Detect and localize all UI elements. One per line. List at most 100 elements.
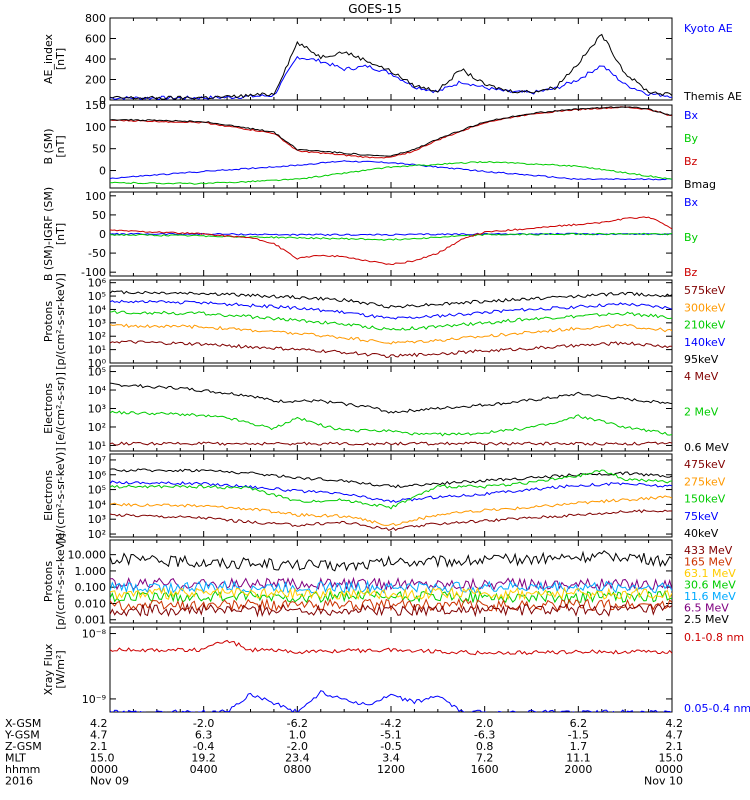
legend-entry: Bx [684, 109, 699, 122]
x-axis-value: -6.3 [474, 729, 495, 742]
x-axis-value: Nov 10 [644, 775, 683, 788]
y-tick-label: 10² [88, 421, 106, 434]
series-line-protons_mev-5 [110, 597, 672, 613]
series-line-protons_mev-6 [110, 603, 672, 618]
y-axis-label: [nT] [54, 48, 67, 70]
x-axis-value: 15.0 [90, 752, 115, 765]
legend-entry: 433 MeV [684, 544, 733, 557]
series-line-protons_mev-4 [110, 586, 672, 601]
x-axis-value: 15.0 [659, 752, 684, 765]
legend-entry: Themis AE [683, 90, 742, 103]
legend-entry: 140keV [684, 336, 726, 349]
panel-ae: 800 600 400 200 0 AE_index [nT] Kyoto AE Themis … [42, 12, 742, 107]
y-axis-label: [W/m²] [54, 650, 67, 688]
x-axis-value: 4.2 [666, 717, 684, 730]
series-line-electrons_kev-4 [110, 509, 672, 531]
legend-entry: 0.1-0.8 nm [684, 631, 744, 644]
x-axis-row-label: hhmm [5, 763, 40, 776]
series-line-bigrf-1 [110, 232, 672, 241]
series-line-xray-0 [110, 639, 672, 656]
y-tick-label: 100 [85, 190, 106, 203]
series-line-ae-1 [110, 33, 672, 100]
legend-entry: 75keV [684, 510, 719, 523]
y-tick-label: 10⁴ [88, 384, 107, 397]
legend-entry: 2.5 MeV [684, 613, 729, 626]
series-line-bsm-1 [110, 160, 672, 185]
legend-entry: By [684, 231, 699, 244]
x-axis-value: 11.1 [566, 752, 591, 765]
series-line-electrons_kev-1 [110, 480, 672, 503]
y-tick-label: 800 [85, 12, 106, 25]
series-line-protons_kev-3 [110, 323, 672, 345]
y-tick-label: 10³ [88, 513, 106, 526]
y-tick-label: 10⁵ [88, 484, 106, 497]
x-axis-value: 1200 [377, 763, 405, 776]
chart-title: GOES-15 [348, 2, 402, 16]
x-axis-value: 4.2 [90, 717, 108, 730]
x-axis-value: -5.1 [380, 729, 401, 742]
panel-frame [109, 17, 673, 101]
x-axis-value: -6.2 [287, 717, 308, 730]
x-axis-value: 0000 [90, 763, 118, 776]
y-tick-label: 10¹ [88, 344, 106, 357]
y-tick-label: 10⁵ [88, 290, 106, 303]
series-line-protons_kev-4 [110, 340, 672, 359]
y-axis-label: Electrons [42, 383, 55, 434]
x-axis-value: 2.1 [666, 740, 684, 753]
y-tick-label: 10³ [88, 317, 106, 330]
series-line-bsm-3 [110, 106, 672, 157]
x-axis-row-label: MLT [5, 752, 26, 765]
x-axis-value: 3.4 [382, 752, 400, 765]
legend-entry: 63.1 MeV [684, 567, 736, 580]
y-tick-label: 10¹ [88, 439, 106, 452]
legend-entry: 6.5 MeV [684, 602, 729, 615]
y-axis-label: [e/(cm²-s-sr-keV)] [54, 447, 67, 543]
x-axis-value: 0800 [283, 763, 311, 776]
y-tick-label: 10⁵ [88, 366, 106, 379]
legend-entry: 575keV [684, 284, 726, 297]
y-axis-label: Protons [42, 301, 55, 342]
legend-entry: Bx [684, 196, 699, 209]
y-tick-label: 0.001 [75, 614, 107, 627]
x-axis-value: 2000 [564, 763, 592, 776]
x-axis-value: -2.0 [193, 717, 214, 730]
series-line-bsm-2 [110, 106, 672, 159]
y-axis-label: [nT] [54, 135, 67, 157]
y-tick-label: 600 [85, 33, 106, 46]
legend-entry: 11.6 MeV [684, 590, 736, 603]
x-axis-value: 1.0 [289, 729, 307, 742]
panel-protons_mev: 10.000 1.000 0.100 0.010 0.001 Protons [p/(cm²… [42, 533, 736, 630]
x-axis-value: 7.2 [476, 752, 494, 765]
x-axis-value: 23.4 [285, 752, 310, 765]
x-axis-value: Nov 09 [90, 775, 129, 788]
legend-entry: Bz [684, 155, 698, 168]
y-tick-label: 10⁶ [88, 277, 107, 290]
legend-entry: 4 MeV [684, 370, 719, 383]
legend-entry: 300keV [684, 301, 726, 314]
x-axis-value: 0.8 [476, 740, 494, 753]
series-line-protons_mev-2 [110, 579, 672, 595]
series-line-bsm-0 [110, 160, 672, 181]
y-axis-label: Protons [42, 561, 55, 602]
series-line-protons_kev-2 [110, 310, 672, 331]
legend-entry: 165 MeV [684, 556, 733, 569]
legend-entry: 2 MeV [684, 406, 719, 419]
x-axis-value: 2.1 [90, 740, 108, 753]
y-tick-label: 10⁶ [88, 469, 107, 482]
panel-frame [109, 104, 673, 189]
y-tick-label: 200 [85, 74, 106, 87]
y-axis-label: Xray Flux [42, 643, 55, 695]
x-axis-value: 0400 [190, 763, 218, 776]
legend-entry: 95keV [684, 353, 719, 366]
y-tick-label: -100 [81, 266, 106, 279]
legend-entry: 30.6 MeV [684, 579, 736, 592]
y-tick-label: 400 [85, 53, 106, 66]
legend-entry: 475keV [684, 458, 726, 471]
x-axis-value: -1.5 [568, 729, 589, 742]
y-axis-label: Electrons [42, 470, 55, 521]
x-axis-value: 4.7 [90, 729, 108, 742]
series-line-electrons_kev-0 [110, 468, 672, 489]
